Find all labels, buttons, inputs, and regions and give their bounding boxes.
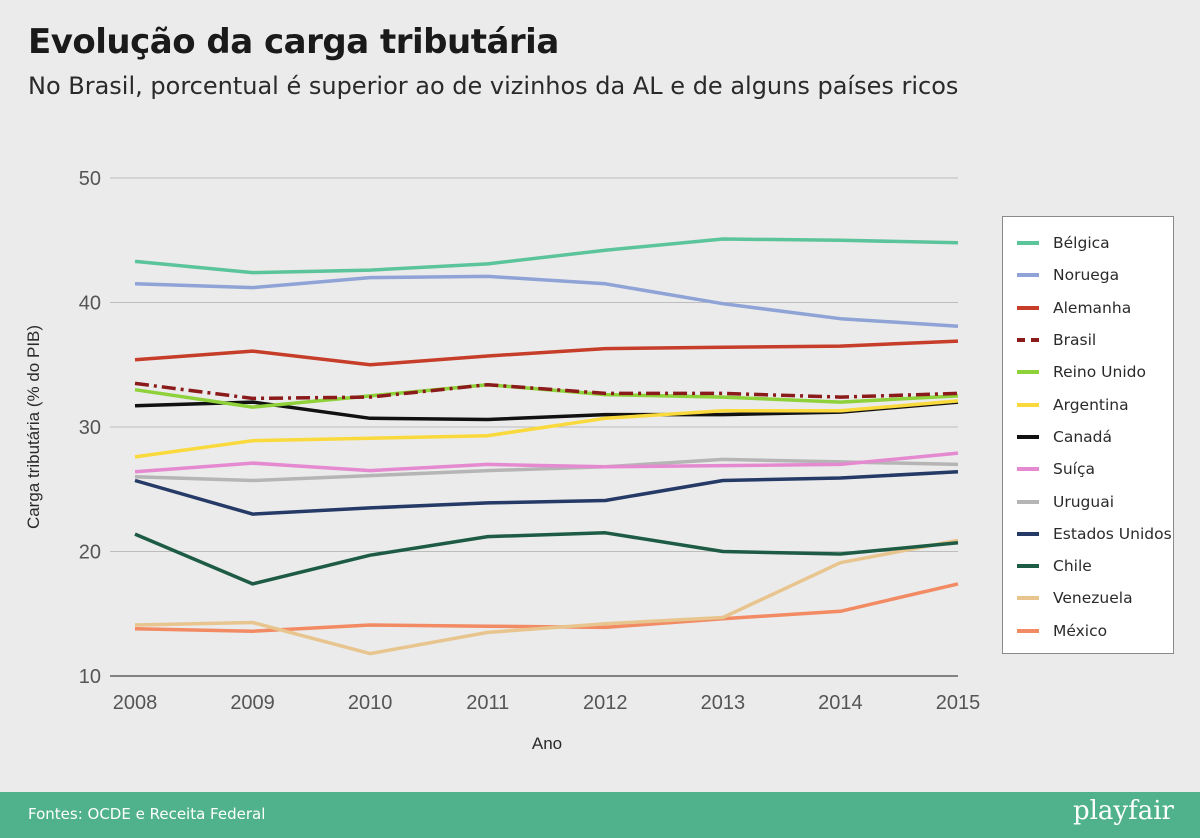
x-tick-label: 2012: [583, 692, 628, 714]
series-line-uruguai: [134, 457, 959, 483]
series-line-suíça: [134, 451, 959, 474]
legend-label: Brasil: [1053, 331, 1097, 350]
series-line-brasil: [134, 381, 959, 401]
x-tick-label: 2014: [818, 692, 863, 714]
legend-swatch: [1017, 273, 1039, 278]
legend-item: Canadá: [1017, 421, 1173, 453]
legend-label: Argentina: [1053, 395, 1129, 414]
legend-label: Alemanha: [1053, 298, 1132, 317]
legend-item: Brasil: [1017, 324, 1173, 356]
legend-label: Venezuela: [1053, 589, 1133, 608]
x-tick-label: 2011: [466, 692, 509, 714]
legend-label: Bélgica: [1053, 234, 1110, 253]
legend-label: Estados Unidos: [1053, 524, 1172, 543]
legend-label: Chile: [1053, 557, 1092, 576]
y-tick-label: 30: [79, 417, 101, 439]
legend-swatch: [1017, 434, 1039, 439]
legend-item: Bélgica: [1017, 227, 1173, 259]
x-tick-label: 2013: [701, 692, 746, 714]
x-axis-title: Ano: [532, 734, 562, 753]
legend-swatch: [1017, 628, 1039, 633]
legend-item: Estados Unidos: [1017, 518, 1173, 550]
series-line-chile: [134, 531, 959, 586]
legend-swatch: [1017, 596, 1039, 601]
legend-label: Reino Unido: [1053, 363, 1146, 382]
legend-label: México: [1053, 621, 1108, 640]
footer-source: Fontes: OCDE e Receita Federal: [28, 805, 266, 823]
legend-item: Argentina: [1017, 388, 1173, 420]
legend-swatch: [1017, 241, 1039, 246]
legend-label: Suíça: [1053, 460, 1095, 479]
legend-swatch: [1017, 531, 1039, 536]
chart-subtitle: No Brasil, porcentual é superior ao de v…: [28, 72, 959, 100]
legend-swatch: [1017, 338, 1039, 343]
series-line-bélgica: [134, 237, 959, 275]
y-tick-label: 20: [79, 542, 101, 564]
legend-item: Chile: [1017, 550, 1173, 582]
legend-item: Suíça: [1017, 453, 1173, 485]
y-tick-label: 10: [79, 666, 101, 688]
axes: 10 20 30 40 50 2008 2009 2010 2011 2012 2013 2014 20…: [24, 168, 980, 753]
legend-swatch: [1017, 305, 1039, 310]
y-axis-title: Carga tributária (% do PIB): [24, 325, 43, 529]
chart-legend: Bélgica Noruega Alemanha Brasil Reino Unido A…: [1002, 216, 1174, 654]
legend-swatch: [1017, 564, 1039, 569]
legend-label: Noruega: [1053, 266, 1120, 285]
series-line-noruega: [134, 274, 959, 328]
legend-swatch: [1017, 499, 1039, 504]
series-line-venezuela: [134, 538, 959, 656]
series-lines: [134, 237, 959, 656]
y-tick-label: 40: [79, 293, 101, 315]
legend-item: Noruega: [1017, 259, 1173, 291]
x-tick-label: 2008: [113, 692, 158, 714]
legend-swatch: [1017, 467, 1039, 472]
legend-item: Reino Unido: [1017, 356, 1173, 388]
legend-label: Uruguai: [1053, 492, 1115, 511]
footer-bar: Fontes: OCDE e Receita Federal playfair: [0, 792, 1200, 838]
legend-swatch: [1017, 370, 1039, 375]
legend-item: Venezuela: [1017, 582, 1173, 614]
y-tick-label: 50: [79, 168, 101, 190]
gridlines: [110, 177, 958, 677]
legend-label: Canadá: [1053, 427, 1112, 446]
x-tick-label: 2010: [348, 692, 393, 714]
series-line-estados-unidos: [134, 470, 959, 516]
x-tick-label: 2009: [230, 692, 275, 714]
chart-title: Evolução da carga tributária: [28, 22, 559, 62]
brand-logo: playfair: [1072, 796, 1174, 826]
legend-item: Uruguai: [1017, 485, 1173, 517]
legend-item: México: [1017, 615, 1173, 647]
x-tick-label: 2015: [936, 692, 981, 714]
series-line-alemanha: [134, 339, 959, 367]
series-line-argentina: [134, 399, 959, 459]
legend-item: Alemanha: [1017, 292, 1173, 324]
legend-swatch: [1017, 402, 1039, 407]
